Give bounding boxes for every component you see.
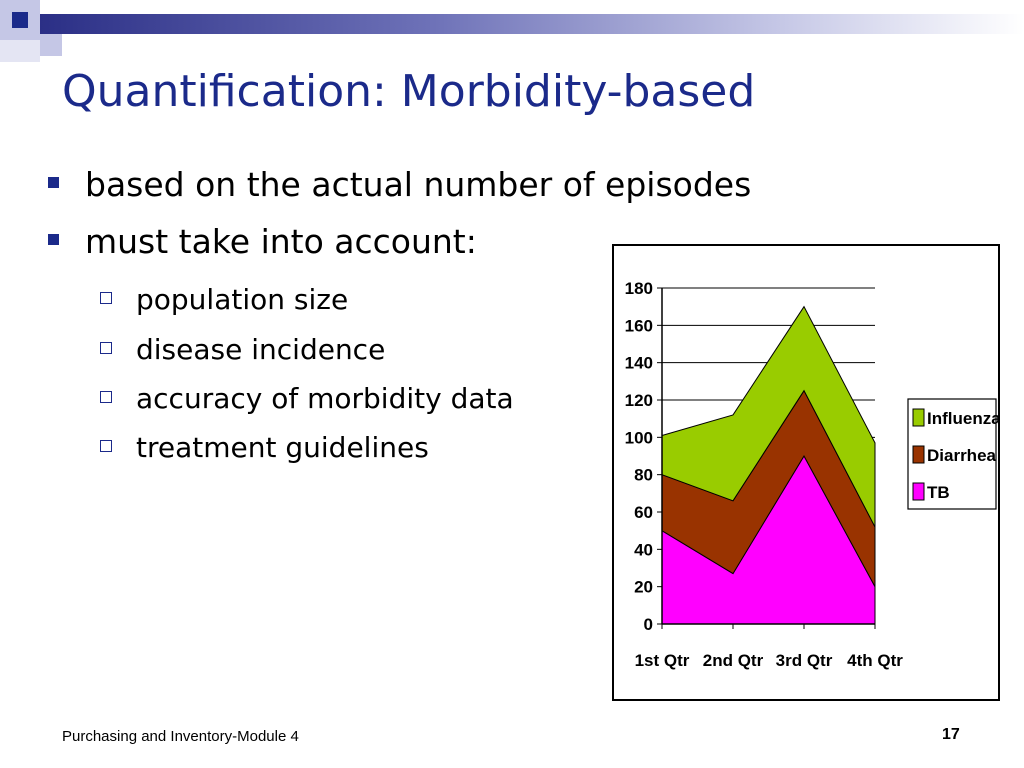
- bullet-item: must take into account:: [48, 222, 477, 261]
- top-gradient-bar: [40, 14, 1024, 34]
- chart-frame: 0 20 40 60 80 100 120 140 160 180 1st Qtr 2nd Qtr 3…: [612, 244, 1000, 701]
- y-tick-label: 20: [634, 578, 653, 597]
- axes: [657, 287, 876, 629]
- legend-label: Influenza: [927, 409, 998, 428]
- sub-bullet-item: treatment guidelines: [100, 431, 429, 464]
- x-tick-label: 4th Qtr: [847, 651, 903, 670]
- y-tick-label: 160: [625, 316, 653, 335]
- bullet-text: must take into account:: [85, 222, 477, 261]
- y-tick-label: 40: [634, 540, 653, 559]
- y-tick-label: 120: [625, 391, 653, 410]
- bullet-item: based on the actual number of episodes: [48, 165, 751, 204]
- sub-bullet-item: population size: [100, 283, 348, 316]
- y-tick-label: 100: [625, 428, 653, 447]
- stacked-area-chart: 0 20 40 60 80 100 120 140 160 180 1st Qtr 2nd Qtr 3…: [625, 279, 998, 670]
- area-series: [661, 305, 876, 625]
- sub-bullet-item: disease incidence: [100, 333, 385, 366]
- area-influenza: [661, 305, 876, 528]
- deco-square: [12, 12, 28, 28]
- deco-square: [40, 34, 62, 56]
- x-tick-label: 1st Qtr: [635, 651, 690, 670]
- bullet-square-icon: [48, 177, 59, 188]
- footer-text: Purchasing and Inventory-Module 4: [62, 728, 299, 745]
- legend-label: Diarrhea: [927, 446, 997, 465]
- y-tick-label: 140: [625, 354, 653, 373]
- y-tick-label: 0: [644, 615, 653, 634]
- y-tick-labels: 0 20 40 60 80 100 120 140 160 180: [625, 279, 653, 634]
- bullet-square-icon: [48, 234, 59, 245]
- sub-bullet-text: disease incidence: [136, 333, 386, 366]
- bullet-text: based on the actual number of episodes: [85, 165, 752, 204]
- legend-swatch: [912, 482, 925, 501]
- hollow-square-icon: [100, 440, 112, 452]
- y-tick-label: 80: [634, 466, 653, 485]
- x-tick-labels: 1st Qtr 2nd Qtr 3rd Qtr 4th Qtr: [635, 651, 904, 670]
- sub-bullet-text: treatment guidelines: [136, 431, 429, 464]
- sub-bullet-item: accuracy of morbidity data: [100, 382, 514, 415]
- x-tick-label: 2nd Qtr: [703, 651, 764, 670]
- sub-bullet-text: population size: [136, 283, 349, 316]
- hollow-square-icon: [100, 391, 112, 403]
- y-tick-label: 180: [625, 279, 653, 298]
- legend-label: TB: [927, 483, 950, 502]
- slide-title: Quantification: Morbidity-based: [62, 66, 756, 117]
- chart-legend: Influenza Diarrhea TB: [907, 398, 998, 510]
- legend-swatch: [912, 408, 925, 427]
- hollow-square-icon: [100, 292, 112, 304]
- x-tick-label: 3rd Qtr: [776, 651, 833, 670]
- sub-bullet-text: accuracy of morbidity data: [136, 382, 514, 415]
- deco-square: [40, 0, 62, 14]
- legend-swatch: [912, 445, 925, 464]
- hollow-square-icon: [100, 342, 112, 354]
- page-number: 17: [942, 726, 960, 743]
- y-tick-label: 60: [634, 503, 653, 522]
- deco-square: [0, 40, 40, 62]
